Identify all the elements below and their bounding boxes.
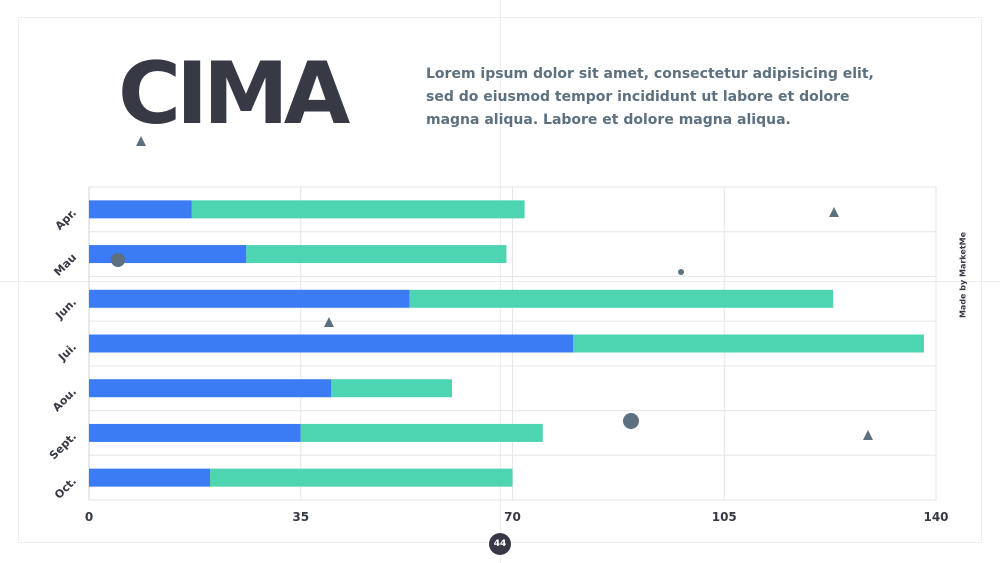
x-tick-label: 140 xyxy=(923,510,948,524)
circle-decoration xyxy=(111,253,125,267)
circle-decoration xyxy=(678,269,684,275)
page-subtitle: Lorem ipsum dolor sit amet, consectetur … xyxy=(426,66,874,128)
triangle-decoration xyxy=(863,430,873,440)
bar-segment-series-2 xyxy=(573,334,924,353)
y-tick-label: Jun. xyxy=(52,296,79,323)
y-tick-label: Oct. xyxy=(52,475,79,502)
bar-segment-series-1 xyxy=(89,423,301,442)
y-tick-label: Sept. xyxy=(47,430,79,462)
y-tick-label: Mau xyxy=(51,251,79,279)
bar-segment-series-2 xyxy=(300,423,543,442)
bar-segment-series-1 xyxy=(89,334,573,353)
triangle-decoration xyxy=(829,207,839,217)
triangle-decoration xyxy=(324,317,334,327)
page-title: CIMA xyxy=(118,44,350,144)
x-tick-label: 70 xyxy=(504,510,521,524)
triangle-decoration xyxy=(136,136,146,146)
bar-segment-series-1 xyxy=(89,468,210,487)
y-tick-label: Aou. xyxy=(50,385,79,414)
decor-layer xyxy=(111,136,873,440)
bar-segment-series-2 xyxy=(331,379,452,398)
y-tick-label: Jui. xyxy=(55,340,79,364)
x-tick-label: 105 xyxy=(712,510,737,524)
bar-segment-series-1 xyxy=(89,245,247,264)
bar-segment-series-1 xyxy=(89,379,331,398)
bar-segment-series-2 xyxy=(191,200,525,219)
bar-segment-series-2 xyxy=(210,468,513,487)
bar-segment-series-2 xyxy=(409,289,834,308)
circle-decoration xyxy=(623,413,639,429)
horizontal-guide-line xyxy=(0,281,1000,282)
bar-layer xyxy=(89,200,924,487)
x-tick-label: 0 xyxy=(85,510,93,524)
page-number-badge: 44 xyxy=(489,533,511,555)
bar-segment-series-2 xyxy=(246,245,507,264)
x-tick-label: 35 xyxy=(292,510,309,524)
bar-segment-series-1 xyxy=(89,200,192,219)
bar-segment-series-1 xyxy=(89,289,410,308)
y-tick-label: Apr. xyxy=(53,206,79,232)
